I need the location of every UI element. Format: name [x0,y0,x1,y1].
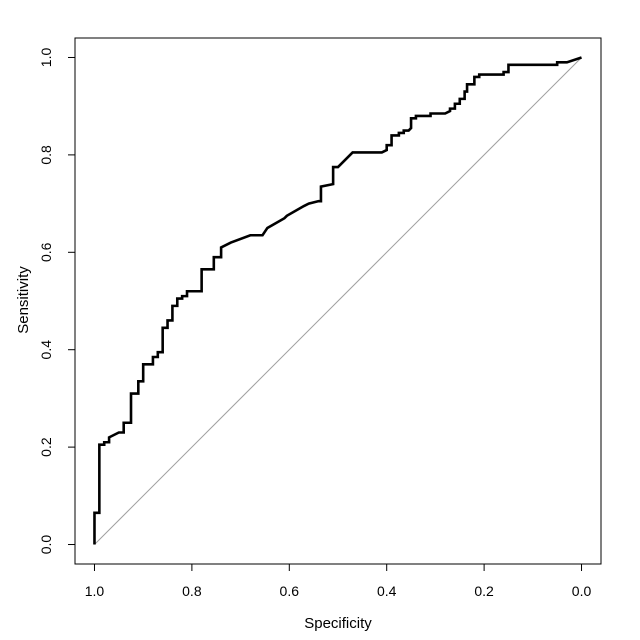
y-axis-title: Sensitivity [15,266,32,334]
plot-frame [74,37,602,565]
y-tick-label: 0.2 [38,437,54,457]
roc-curve-line [93,56,582,545]
x-tick-label: 0.4 [377,583,397,599]
x-tick-label: 0.0 [572,583,592,599]
y-tick-label: 0.6 [38,242,54,262]
y-tick-label: 0.4 [38,340,54,360]
y-tick-label: 1.0 [38,48,54,68]
x-axis-title: Specificity [304,615,372,632]
x-tick-label: 0.6 [280,583,300,599]
y-tick-label: 0.8 [38,145,54,165]
x-tick-label: 1.0 [85,583,105,599]
reference-diagonal-line [94,57,582,545]
x-tick-label: 0.2 [474,583,494,599]
y-tick-label: 0.0 [38,535,54,555]
x-tick-label: 0.8 [182,583,202,599]
